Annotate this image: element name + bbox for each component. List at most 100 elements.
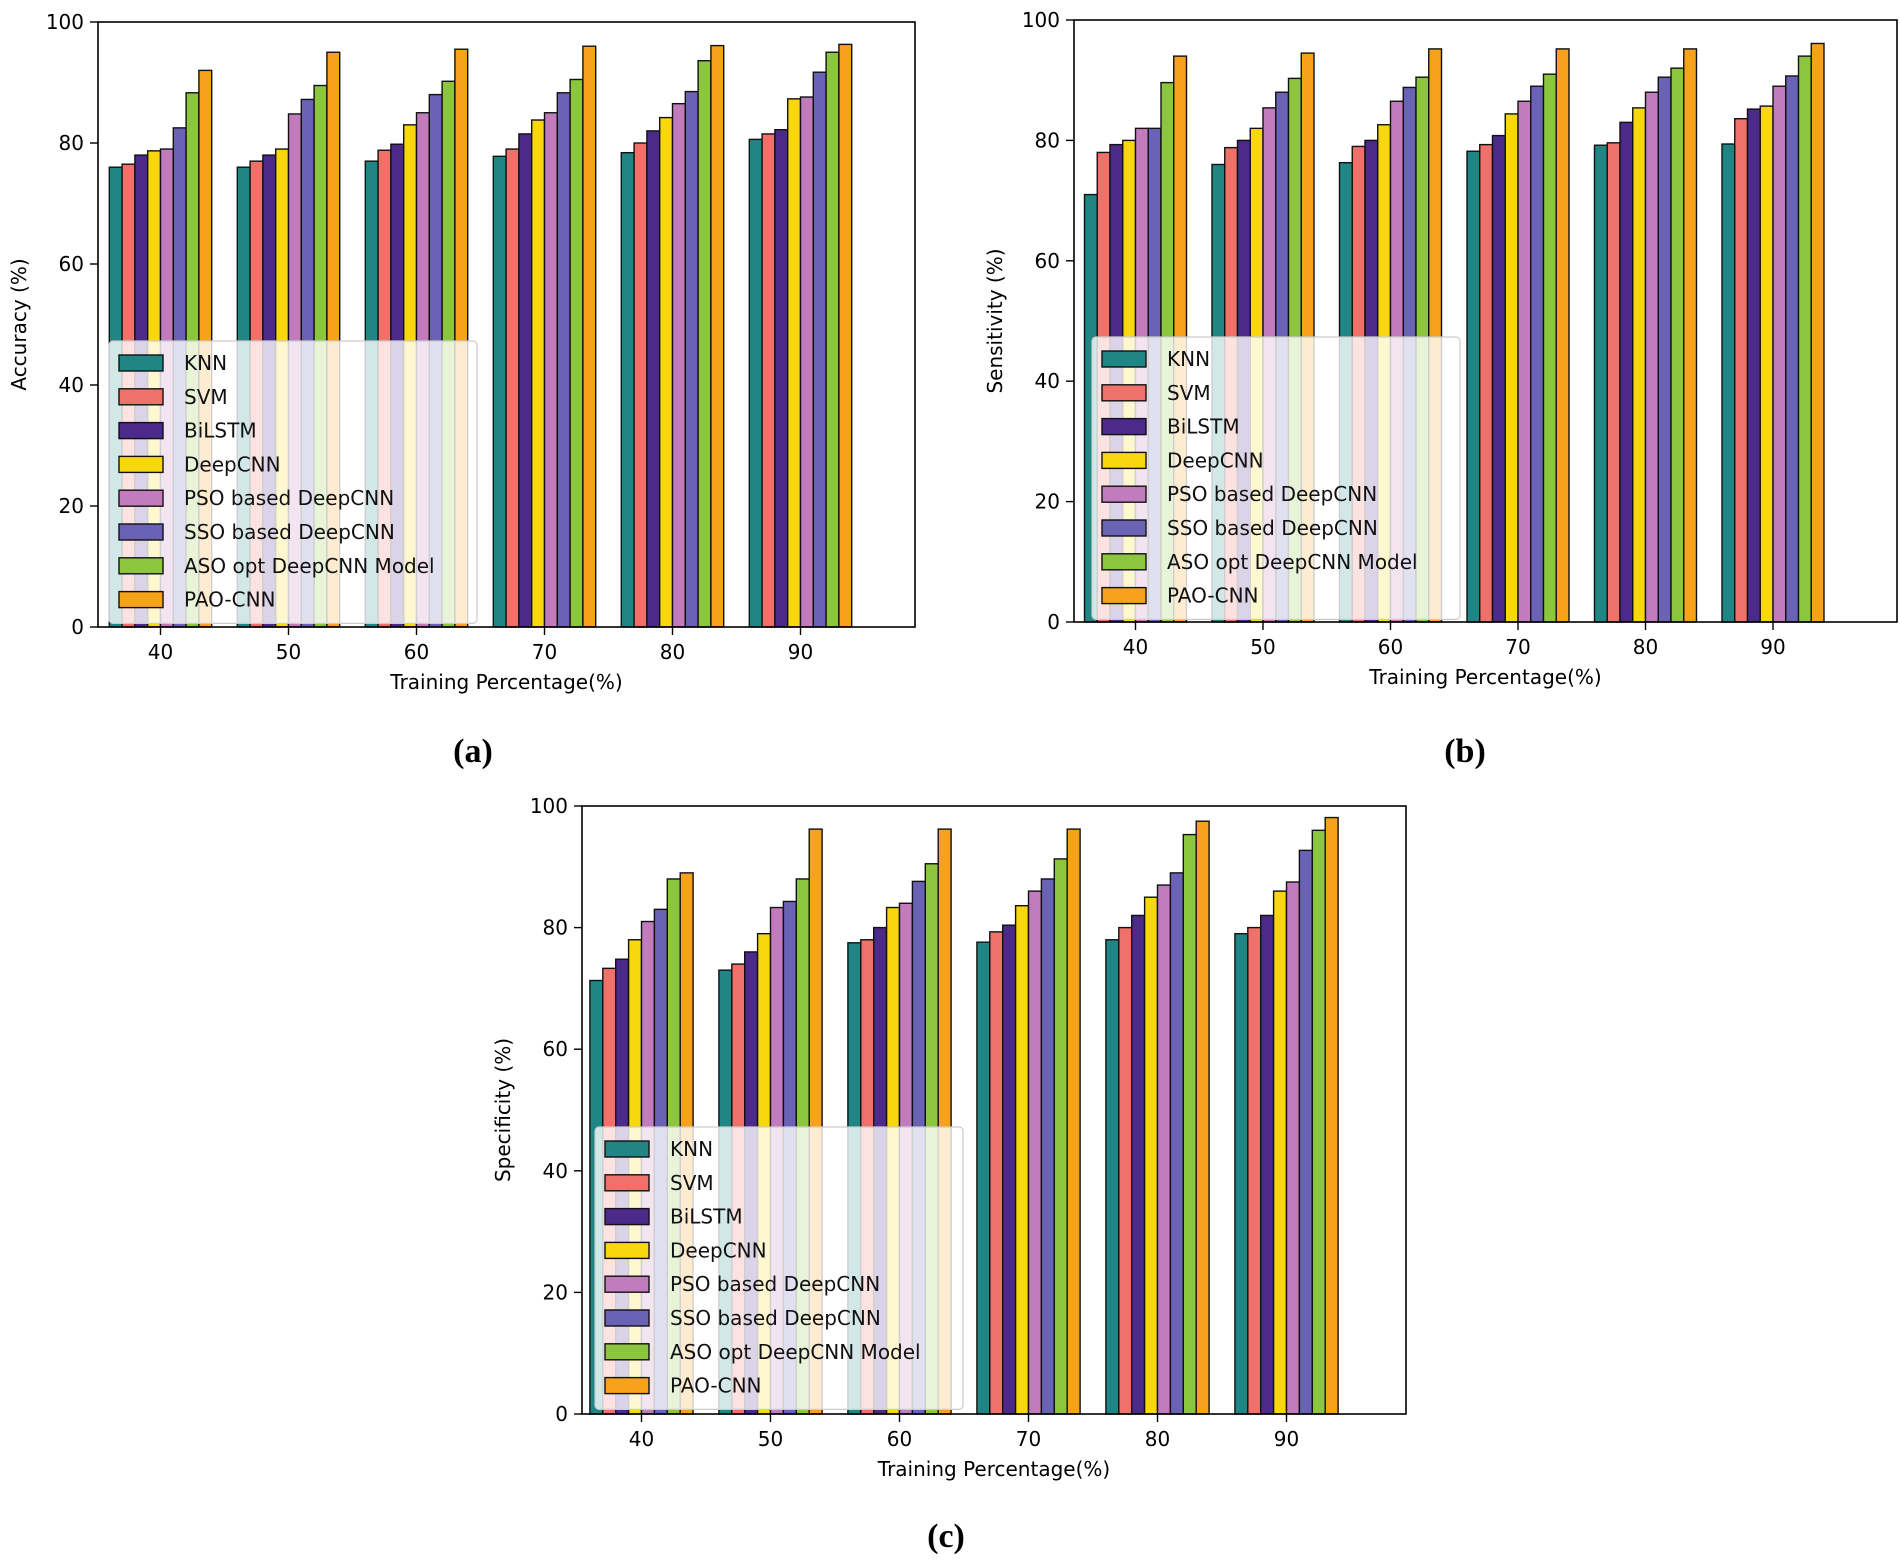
bar-b-sso-based-deepcnn-70 bbox=[1530, 85, 1545, 623]
bar-c-knn-90 bbox=[1234, 932, 1249, 1415]
bar-a-aso-opt-deepcnn-model-90 bbox=[825, 51, 840, 628]
x-tick-label-a-90: 90 bbox=[788, 640, 813, 664]
x-tick-label-c-80: 80 bbox=[1145, 1427, 1170, 1451]
bar-b-pao-cnn-90 bbox=[1810, 42, 1825, 623]
bar-b-pso-based-deepcnn-90 bbox=[1772, 85, 1787, 623]
x-tick-label-a-50: 50 bbox=[276, 640, 301, 664]
bar-b-aso-opt-deepcnn-model-90 bbox=[1797, 55, 1812, 623]
legend-box-c bbox=[594, 1126, 964, 1410]
bar-b-aso-opt-deepcnn-model-70 bbox=[1542, 73, 1557, 623]
legend-label-a-pso-based-deepcnn: PSO based DeepCNN bbox=[184, 486, 394, 510]
legend-label-a-deepcnn: DeepCNN bbox=[184, 452, 281, 476]
y-axis-label-c: Specificity (%) bbox=[491, 1038, 515, 1182]
x-tick-label-b-80: 80 bbox=[1633, 635, 1658, 659]
bar-c-deepcnn-70 bbox=[1014, 905, 1030, 1415]
y-tick-label-a-60: 60 bbox=[59, 252, 84, 276]
legend-swatch-b-pso-based-deepcnn bbox=[1101, 485, 1147, 503]
bar-c-svm-90 bbox=[1247, 926, 1262, 1415]
bar-b-bilstm-70 bbox=[1491, 134, 1506, 623]
y-tick-label-c-0: 0 bbox=[555, 1402, 568, 1426]
legend-swatch-c-knn bbox=[604, 1140, 650, 1158]
bar-a-svm-80 bbox=[633, 142, 648, 628]
legend-swatch-b-deepcnn bbox=[1101, 451, 1147, 470]
legend-label-b-deepcnn: DeepCNN bbox=[1167, 448, 1264, 472]
bar-c-knn-70 bbox=[976, 941, 991, 1415]
bar-b-svm-90 bbox=[1734, 118, 1749, 623]
legend-swatch-b-svm bbox=[1101, 384, 1147, 402]
bar-b-knn-90 bbox=[1721, 143, 1736, 623]
bar-c-deepcnn-80 bbox=[1143, 896, 1159, 1415]
bar-b-deepcnn-70 bbox=[1504, 113, 1519, 623]
bar-b-svm-70 bbox=[1479, 143, 1494, 623]
bar-a-bilstm-80 bbox=[646, 130, 661, 628]
bar-c-bilstm-80 bbox=[1130, 914, 1146, 1415]
legend-label-c-svm: SVM bbox=[670, 1171, 714, 1195]
bar-a-deepcnn-90 bbox=[787, 98, 802, 628]
legend-swatch-b-bilstm bbox=[1101, 417, 1147, 436]
legend-label-b-knn: KNN bbox=[1167, 347, 1210, 371]
x-tick-label-a-70: 70 bbox=[532, 640, 557, 664]
y-tick-label-a-40: 40 bbox=[59, 373, 84, 397]
bar-c-bilstm-70 bbox=[1002, 924, 1017, 1415]
legend-label-a-svm: SVM bbox=[184, 385, 228, 409]
y-tick-label-a-20: 20 bbox=[59, 494, 84, 518]
legend-swatch-a-sso-based-deepcnn bbox=[118, 523, 164, 541]
bar-c-svm-80 bbox=[1118, 926, 1133, 1415]
legend-label-a-knn: KNN bbox=[184, 351, 227, 375]
x-tick-label-a-40: 40 bbox=[148, 640, 173, 664]
legend-swatch-b-aso-opt-deepcnn-model bbox=[1101, 553, 1147, 571]
bar-c-aso-opt-deepcnn-model-80 bbox=[1182, 833, 1197, 1415]
bar-c-pso-based-deepcnn-80 bbox=[1156, 884, 1172, 1415]
bar-b-pao-cnn-70 bbox=[1555, 48, 1570, 623]
legend-label-b-pao-cnn: PAO-CNN bbox=[1167, 584, 1259, 608]
x-tick-label-c-70: 70 bbox=[1016, 1427, 1041, 1451]
y-tick-label-b-40: 40 bbox=[1035, 369, 1060, 393]
bar-a-pao-cnn-90 bbox=[838, 43, 853, 628]
legend-label-a-sso-based-deepcnn: SSO based DeepCNN bbox=[184, 520, 395, 544]
y-tick-label-b-60: 60 bbox=[1035, 249, 1060, 273]
legend-c: KNN SVM BiLSTM DeepCNN PSO based DeepCNN SSO … bbox=[594, 1126, 964, 1410]
bar-a-aso-opt-deepcnn-model-80 bbox=[697, 60, 712, 628]
legend-b: KNN SVM BiLSTM DeepCNN PSO based DeepCNN SSO … bbox=[1091, 336, 1461, 620]
y-tick-label-b-100: 100 bbox=[1022, 8, 1060, 32]
bar-a-deepcnn-80 bbox=[659, 116, 674, 628]
x-tick-label-c-60: 60 bbox=[887, 1427, 912, 1451]
x-tick-label-b-50: 50 bbox=[1250, 635, 1275, 659]
bar-a-knn-90 bbox=[748, 138, 763, 628]
bar-a-bilstm-90 bbox=[774, 128, 789, 628]
chart-panel-b: 0 20 40 60 80 100 40 50 60 70 80 90 Training Percent… bbox=[983, 8, 1898, 689]
bar-a-knn-70 bbox=[492, 155, 507, 628]
y-tick-label-a-80: 80 bbox=[59, 131, 84, 155]
x-tick-label-a-60: 60 bbox=[404, 640, 429, 664]
legend-swatch-a-svm bbox=[118, 388, 164, 406]
y-tick-label-b-0: 0 bbox=[1047, 610, 1060, 634]
legend-label-c-sso-based-deepcnn: SSO based DeepCNN bbox=[670, 1306, 881, 1330]
legend-swatch-b-pao-cnn bbox=[1101, 586, 1147, 605]
panel-label-c: (c) bbox=[927, 1518, 965, 1555]
x-tick-label-b-40: 40 bbox=[1123, 635, 1148, 659]
legend-label-c-knn: KNN bbox=[670, 1137, 713, 1161]
x-tick-label-c-50: 50 bbox=[758, 1427, 783, 1451]
y-axis-label-b: Sensitivity (%) bbox=[983, 248, 1007, 393]
legend-label-a-pao-cnn: PAO-CNN bbox=[184, 588, 276, 612]
bar-a-bilstm-70 bbox=[518, 133, 533, 628]
y-tick-label-a-0: 0 bbox=[71, 615, 84, 639]
bar-c-aso-opt-deepcnn-model-90 bbox=[1311, 829, 1326, 1415]
legend-swatch-a-aso-opt-deepcnn-model bbox=[118, 557, 164, 575]
legend-label-a-aso-opt-deepcnn-model: ASO opt DeepCNN Model bbox=[184, 554, 435, 578]
bar-c-pao-cnn-90 bbox=[1324, 816, 1339, 1415]
legend-swatch-a-deepcnn bbox=[118, 455, 164, 474]
bar-a-sso-based-deepcnn-90 bbox=[812, 71, 827, 628]
bar-a-pao-cnn-70 bbox=[582, 45, 597, 628]
legend-label-c-aso-opt-deepcnn-model: ASO opt DeepCNN Model bbox=[670, 1340, 921, 1364]
bar-c-bilstm-90 bbox=[1259, 914, 1275, 1415]
legend-swatch-a-bilstm bbox=[118, 421, 164, 440]
y-tick-label-b-20: 20 bbox=[1035, 490, 1060, 514]
bar-b-sso-based-deepcnn-80 bbox=[1657, 76, 1672, 623]
chart-panel-a: 0 20 40 60 80 100 40 50 60 70 80 90 Training Percent… bbox=[7, 10, 916, 694]
legend-swatch-a-knn bbox=[118, 354, 164, 372]
bar-b-sso-based-deepcnn-90 bbox=[1785, 75, 1800, 623]
legend-label-b-pso-based-deepcnn: PSO based DeepCNN bbox=[1167, 482, 1377, 506]
